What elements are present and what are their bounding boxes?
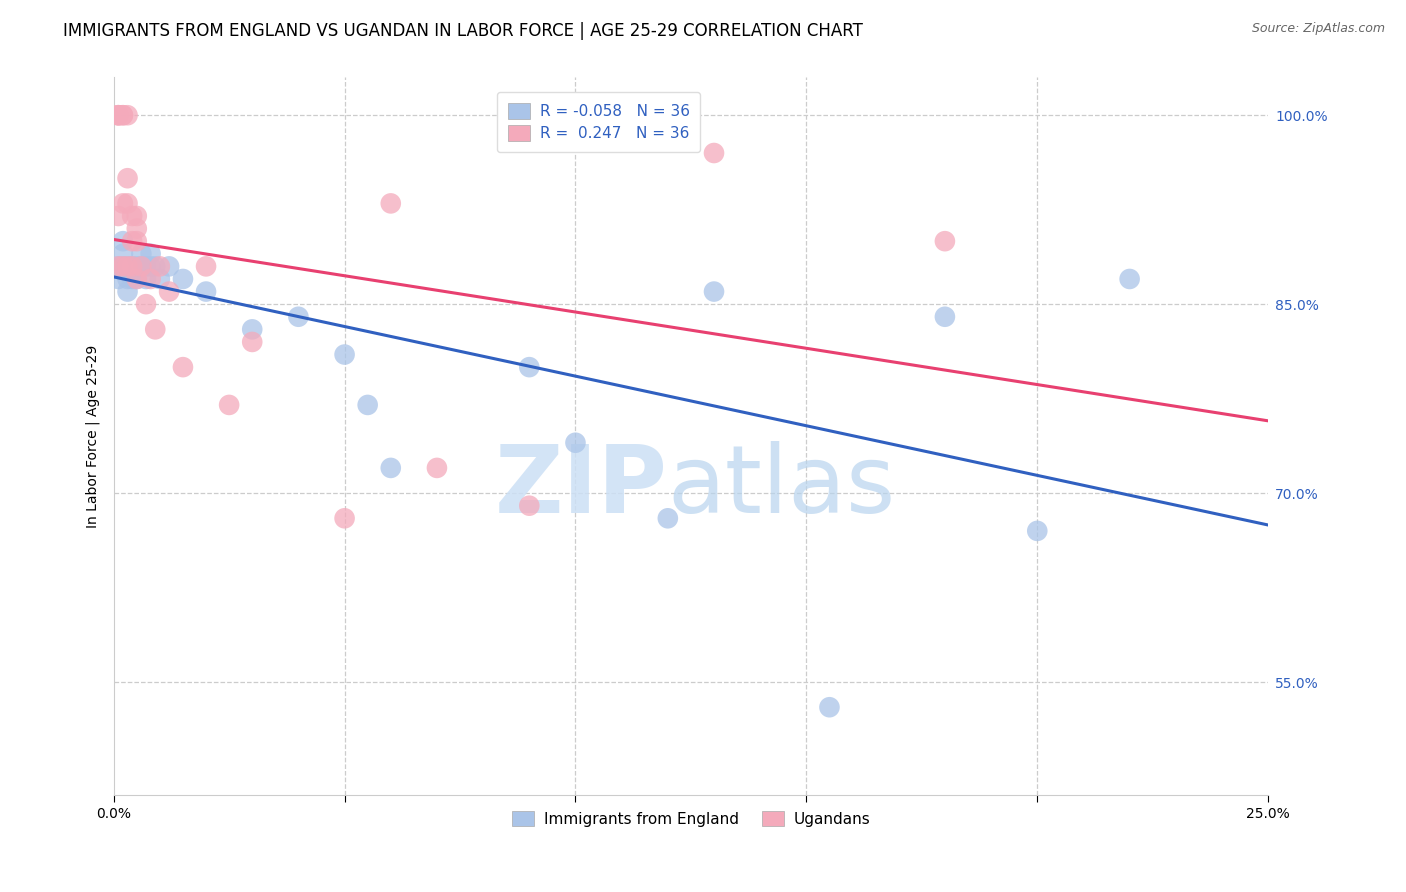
Point <box>111 196 134 211</box>
Point <box>111 260 134 274</box>
Point <box>818 700 841 714</box>
Point <box>240 322 263 336</box>
Text: IMMIGRANTS FROM ENGLAND VS UGANDAN IN LABOR FORCE | AGE 25-29 CORRELATION CHART: IMMIGRANTS FROM ENGLAND VS UGANDAN IN LA… <box>63 22 863 40</box>
Point <box>121 234 143 248</box>
Point <box>107 108 129 122</box>
Point <box>111 234 134 248</box>
Point <box>107 260 129 274</box>
Point <box>111 260 134 274</box>
Point <box>111 247 134 261</box>
Point <box>139 260 162 274</box>
Point <box>125 221 148 235</box>
Point <box>111 108 134 122</box>
Legend: Immigrants from England, Ugandans: Immigrants from England, Ugandans <box>503 803 877 834</box>
Point <box>125 209 148 223</box>
Point <box>195 260 218 274</box>
Point <box>149 272 172 286</box>
Point <box>139 247 162 261</box>
Point <box>107 209 129 223</box>
Point <box>157 260 180 274</box>
Point <box>657 511 679 525</box>
Point <box>107 272 129 286</box>
Point <box>135 297 157 311</box>
Text: Source: ZipAtlas.com: Source: ZipAtlas.com <box>1251 22 1385 36</box>
Point <box>117 260 139 274</box>
Point <box>564 435 586 450</box>
Point <box>125 272 148 286</box>
Point <box>218 398 240 412</box>
Point <box>121 260 143 274</box>
Point <box>1118 272 1140 286</box>
Point <box>426 461 449 475</box>
Y-axis label: In Labor Force | Age 25-29: In Labor Force | Age 25-29 <box>86 345 100 528</box>
Point <box>135 272 157 286</box>
Point <box>380 196 402 211</box>
Point <box>117 171 139 186</box>
Point <box>357 398 380 412</box>
Point <box>333 511 356 525</box>
Text: atlas: atlas <box>668 441 896 533</box>
Point <box>149 260 172 274</box>
Point <box>107 260 129 274</box>
Point <box>131 260 153 274</box>
Point <box>1026 524 1049 538</box>
Point <box>287 310 309 324</box>
Point <box>135 260 157 274</box>
Point <box>333 347 356 361</box>
Point <box>143 322 166 336</box>
Point <box>517 499 540 513</box>
Point <box>139 272 162 286</box>
Point <box>121 209 143 223</box>
Point <box>934 234 956 248</box>
Point <box>125 260 148 274</box>
Point <box>143 260 166 274</box>
Point <box>240 334 263 349</box>
Point <box>172 272 194 286</box>
Point <box>172 360 194 375</box>
Point <box>125 234 148 248</box>
Point <box>131 247 153 261</box>
Point <box>125 272 148 286</box>
Point <box>121 260 143 274</box>
Point <box>107 108 129 122</box>
Point <box>121 272 143 286</box>
Point <box>107 108 129 122</box>
Point <box>117 108 139 122</box>
Point <box>380 461 402 475</box>
Point <box>195 285 218 299</box>
Point <box>117 196 139 211</box>
Point <box>117 272 139 286</box>
Point <box>157 285 180 299</box>
Point <box>703 285 725 299</box>
Point <box>131 260 153 274</box>
Point <box>934 310 956 324</box>
Point <box>117 260 139 274</box>
Point <box>117 285 139 299</box>
Point <box>111 108 134 122</box>
Point <box>703 146 725 161</box>
Text: ZIP: ZIP <box>495 441 668 533</box>
Point <box>517 360 540 375</box>
